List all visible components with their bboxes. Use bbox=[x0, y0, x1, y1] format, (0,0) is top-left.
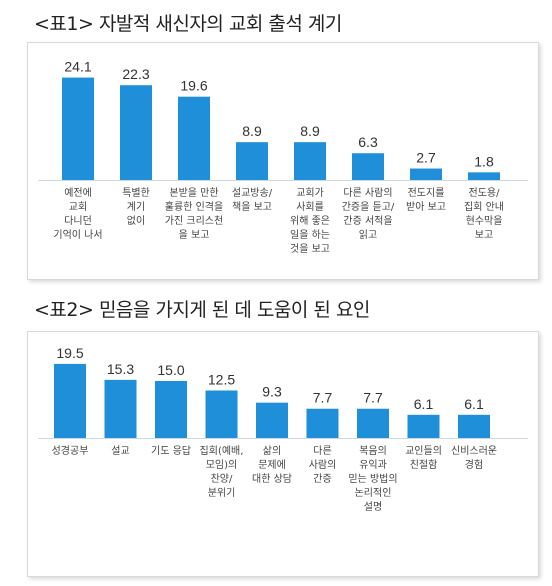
chart2-category-label-6: 다른 bbox=[313, 445, 331, 457]
chart1-category-label-5: 사회를 bbox=[296, 201, 324, 213]
chart1-category-label-3: 훌륭한 인격을 bbox=[165, 200, 223, 213]
chart1-category-label-8: 전도용/ bbox=[469, 187, 501, 199]
chart1-category-label-6: 간증을 듣고/ bbox=[342, 201, 395, 213]
chart1-category-label-3: 가진 크리스천 bbox=[165, 215, 223, 227]
chart1-value-label-7: 2.7 bbox=[416, 150, 436, 166]
chart1-value-label-1: 24.1 bbox=[64, 59, 91, 75]
chart1-category-label-2: 계기 bbox=[127, 201, 145, 213]
chart1-category-label-8: 집회 안내 bbox=[464, 201, 504, 213]
chart2-category-label-8: 교인들의 bbox=[405, 445, 442, 457]
chart2-title: <표2> 믿음을 가지게 된 데 도움이 된 요인 bbox=[34, 299, 370, 321]
chart2-category-label-7: 유익과 bbox=[359, 459, 387, 471]
chart2-category-label-1: 성경공부 bbox=[52, 444, 89, 457]
chart1-bar-3 bbox=[178, 96, 210, 180]
chart1-category-label-5: 위해 좋은 bbox=[290, 214, 330, 227]
chart2-category-label-6: 간증 bbox=[313, 473, 331, 485]
chart1-category-label-7: 받아 보고 bbox=[406, 201, 446, 213]
chart2-bar-5 bbox=[256, 402, 288, 438]
chart2-category-label-5: 대한 상담 bbox=[252, 473, 292, 485]
chart1-category-label-8: 보고 bbox=[475, 229, 493, 241]
chart2-category-label-6: 사람의 bbox=[309, 458, 337, 471]
chart1-category-label-5: 것을 보고 bbox=[290, 243, 330, 255]
chart1-value-label-6: 6.3 bbox=[358, 134, 378, 150]
chart1-category-label-6: 다른 사람의 bbox=[343, 186, 392, 199]
chart1-value-label-5: 8.9 bbox=[300, 123, 320, 139]
chart2-bar-8 bbox=[407, 414, 440, 438]
chart1-category-label-8: 현수막을 bbox=[466, 215, 503, 227]
chart2-category-label-3: 기도 응답 bbox=[151, 445, 191, 457]
chart1-category-label-1: 교회 bbox=[69, 201, 87, 213]
chart1-bar-5 bbox=[294, 142, 326, 180]
chart2-category-label-4: 찬양/ bbox=[211, 473, 233, 485]
chart1-value-label-4: 8.9 bbox=[242, 123, 262, 139]
chart2-category-label-4: 모임)의 bbox=[206, 458, 238, 471]
chart1-category-label-1: 다니던 bbox=[64, 215, 92, 227]
chart1-category-label-1: 예전에 bbox=[64, 187, 92, 199]
chart1-category-label-7: 전도지를 bbox=[408, 187, 445, 199]
chart2-value-label-3: 15.0 bbox=[157, 362, 184, 378]
chart2-bar-9 bbox=[458, 414, 490, 438]
chart2-bar-7 bbox=[357, 408, 389, 438]
chart2-value-label-6: 7.7 bbox=[313, 390, 333, 406]
chart2-category-label-7: 논리적인 bbox=[355, 487, 392, 499]
chart2-category-label-4: 분위기 bbox=[208, 486, 236, 499]
chart2-category-label-8: 친절함 bbox=[410, 458, 438, 471]
chart2-category-label-7: 믿는 방법의 bbox=[348, 473, 397, 485]
chart1-category-label-5: 일을 하는 bbox=[290, 228, 330, 241]
chart1-value-label-2: 22.3 bbox=[122, 66, 149, 82]
chart1-bar-2 bbox=[120, 85, 152, 180]
chart2-bar-4 bbox=[205, 390, 238, 438]
chart2-category-label-7: 복음의 bbox=[359, 445, 387, 457]
chart1-category-label-6: 읽고 bbox=[359, 228, 377, 241]
chart1-bar-8 bbox=[468, 172, 500, 180]
chart2-value-label-5: 9.3 bbox=[262, 384, 282, 400]
chart1-bar-1 bbox=[62, 77, 94, 180]
chart1-category-label-5: 교회가 bbox=[296, 187, 324, 199]
chart2-value-label-8: 6.1 bbox=[414, 396, 434, 412]
chart1-category-label-6: 간증 서적을 bbox=[343, 215, 392, 227]
chart2-value-label-1: 19.5 bbox=[56, 345, 83, 361]
chart2-category-label-2: 설교 bbox=[111, 445, 129, 457]
chart2-category-label-5: 문제에 bbox=[258, 459, 286, 471]
chart2-category-label-9: 신비스러운 bbox=[451, 445, 497, 457]
chart2-value-label-9: 6.1 bbox=[464, 396, 484, 412]
chart2-plot: 19.5 성경공부 15.3 설교 15.0 기도 응답 12.5 집회(예배,모임)의찬양/… bbox=[38, 345, 528, 513]
chart2-value-label-2: 15.3 bbox=[107, 361, 134, 377]
chart1-bar-7 bbox=[410, 168, 442, 180]
chart2-category-label-9: 경험 bbox=[465, 458, 483, 471]
chart1-value-label-3: 19.6 bbox=[180, 78, 207, 94]
chart1-category-label-4: 책을 보고 bbox=[232, 201, 272, 213]
chart2-category-label-4: 집회(예배, bbox=[200, 445, 244, 457]
chart2-bar-3 bbox=[155, 381, 187, 438]
chart1-category-label-2: 특별한 bbox=[122, 187, 150, 199]
chart2-bar-6 bbox=[306, 408, 339, 438]
chart1-category-label-3: 을 보고 bbox=[179, 229, 210, 241]
chart1-category-label-3: 본받을 만한 bbox=[169, 187, 218, 199]
chart2-value-label-7: 7.7 bbox=[363, 390, 383, 406]
chart1-category-label-1: 기억이 나서 bbox=[53, 229, 102, 241]
chart1-bar-6 bbox=[352, 153, 384, 180]
chart2-bar-2 bbox=[104, 379, 137, 438]
chart1-bar-4 bbox=[236, 142, 268, 180]
chart2-category-label-7: 설명 bbox=[364, 501, 382, 513]
chart2-bar-1 bbox=[54, 363, 86, 438]
chart1-value-label-8: 1.8 bbox=[474, 153, 494, 169]
chart2-value-label-4: 12.5 bbox=[208, 372, 235, 388]
chart1-title: <표1> 자발적 새신자의 교회 출석 계기 bbox=[34, 13, 342, 35]
chart1-category-label-2: 없이 bbox=[127, 214, 145, 227]
chart2-category-label-5: 삶의 bbox=[263, 445, 281, 457]
chart1-category-label-4: 설교방송/ bbox=[232, 187, 273, 199]
